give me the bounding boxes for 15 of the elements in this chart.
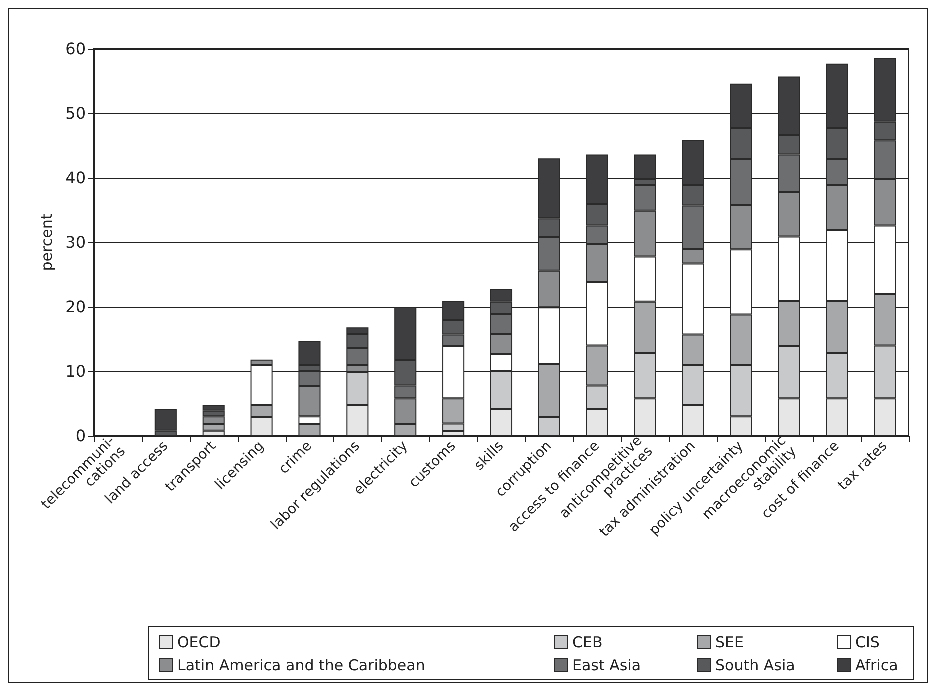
y-tick-label: 20: [66, 298, 86, 316]
y-axis-title: percent: [38, 214, 56, 272]
y-tick-label: 50: [66, 104, 86, 123]
y-tick-label: 60: [66, 40, 86, 58]
legend-label: OECD: [178, 634, 221, 652]
y-tick-label: 40: [66, 168, 86, 188]
legend-label: East Asia: [572, 656, 642, 674]
legend-label: Latin America and the Caribbean: [178, 656, 426, 674]
legend-label: CEB: [572, 634, 603, 652]
legend-label: CIS: [856, 634, 880, 652]
legend-label: Africa: [856, 656, 898, 674]
y-tick-label: 30: [66, 233, 86, 252]
legend-label: SEE: [716, 634, 744, 652]
y-tick-label: 10: [66, 362, 86, 381]
legend-label: South Asia: [716, 656, 796, 674]
